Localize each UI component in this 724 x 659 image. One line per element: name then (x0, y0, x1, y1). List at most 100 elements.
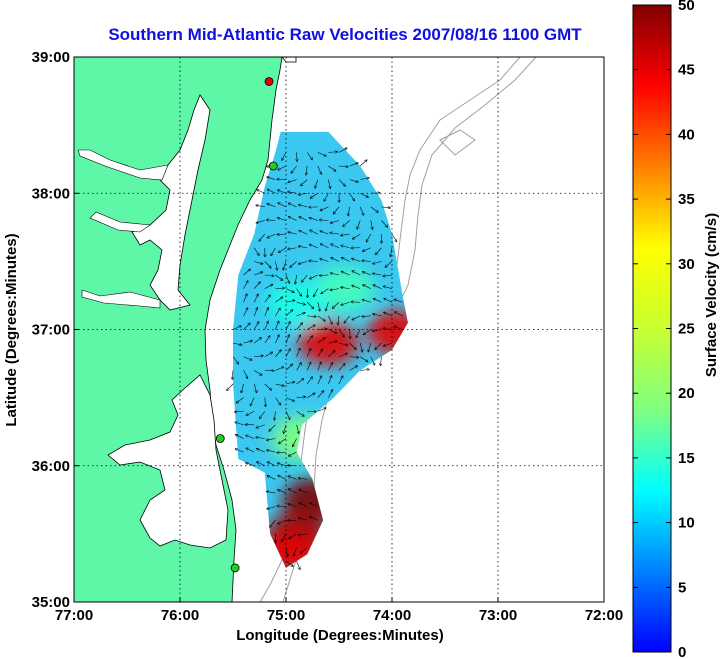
velocity-arrow (360, 369, 369, 370)
velocity-arrow (285, 310, 293, 317)
velocity-arrow (243, 323, 250, 330)
velocity-arrow (275, 383, 284, 386)
velocity-arrow (241, 383, 244, 393)
velocity-hotspot (314, 266, 375, 311)
x-tick-label: 77:00 (55, 607, 93, 624)
velocity-arrow (267, 506, 276, 509)
velocity-arrow (317, 391, 324, 398)
velocity-arrow (257, 190, 265, 194)
velocity-arrow (359, 343, 362, 352)
velocity-arrow (285, 382, 295, 385)
velocity-arrow (368, 343, 372, 352)
radar-site-marker (230, 563, 240, 573)
y-tick-label: 39:00 (32, 49, 70, 66)
velocity-arrow (232, 370, 233, 379)
velocity-arrow (250, 397, 255, 406)
velocity-arrow (279, 438, 287, 444)
velocity-arrow (256, 220, 265, 223)
velocity-arrow (338, 315, 339, 325)
velocity-arrow (363, 329, 371, 335)
velocity-arrow (295, 274, 296, 284)
velocity-arrow (278, 490, 287, 494)
radar-site-marker (268, 161, 278, 171)
x-tick-label: 74:00 (373, 607, 411, 624)
x-tick-label: 72:00 (585, 607, 623, 624)
velocity-arrow (246, 463, 255, 467)
y-tick-label: 37:00 (32, 322, 70, 339)
velocity-arrow (296, 301, 306, 304)
velocity-arrow (338, 342, 348, 345)
velocity-arrow (338, 166, 348, 167)
velocity-arrow (394, 326, 403, 330)
velocity-arrow (317, 338, 325, 344)
velocity-arrow (264, 295, 270, 303)
colorbar (632, 4, 672, 653)
velocity-arrow (253, 294, 258, 303)
velocity-arrow (266, 220, 276, 221)
velocity-arrow (296, 561, 300, 569)
velocity-arrow (275, 321, 278, 330)
velocity-arrow (362, 272, 371, 276)
velocity-arrow (320, 206, 329, 211)
velocity-arrow (264, 383, 272, 390)
velocity-arrow (298, 193, 308, 194)
velocity-arrow (299, 217, 308, 221)
velocity-arrow (232, 326, 241, 330)
velocity-arrow (296, 335, 301, 344)
velocity-arrow (333, 206, 340, 214)
velocity-arrow (349, 193, 355, 201)
velocity-arrow (285, 335, 289, 344)
velocity-arrow (256, 424, 265, 428)
velocity-arrow (317, 362, 321, 371)
velocity-vectors (227, 148, 403, 569)
velocity-arrow (288, 248, 297, 249)
velocity-arrow (331, 258, 340, 262)
velocity-arrow (296, 379, 304, 385)
velocity-arrow (264, 284, 273, 289)
x-tick-label: 75:00 (267, 607, 305, 624)
velocity-arrow (235, 411, 244, 412)
velocity-arrow (353, 233, 361, 239)
velocity-arrow (269, 424, 276, 431)
velocity-arrow (373, 261, 382, 263)
chart-title: Southern Mid-Atlantic Raw Velocities 200… (108, 25, 582, 44)
velocity-arrow (253, 308, 257, 316)
velocity-arrow (296, 397, 306, 398)
velocity-arrow (285, 322, 290, 330)
velocity-arrow (275, 261, 277, 270)
velocity-arrow (360, 178, 369, 180)
velocity-arrow (274, 411, 275, 420)
y-tick-label: 36:00 (32, 458, 70, 475)
velocity-arrow (259, 233, 266, 241)
radar-site-marker (215, 434, 225, 443)
delaware-bay (281, 57, 297, 63)
velocity-arrow (328, 351, 335, 357)
grid-lines (74, 57, 604, 602)
velocity-arrow (267, 491, 276, 493)
velocity-arrow (338, 376, 343, 385)
velocity-arrow (282, 533, 287, 542)
velocity-arrow (296, 410, 305, 416)
velocity-arrow (328, 362, 332, 371)
velocity-arrow (370, 220, 373, 230)
velocity-arrow (373, 285, 382, 289)
velocity-arrow (299, 503, 308, 507)
velocity-arrow (275, 335, 279, 344)
velocity-arrow (299, 231, 308, 235)
velocity-arrow (362, 261, 371, 262)
velocity-arrow (338, 148, 347, 153)
velocity-arrow (373, 273, 382, 275)
colorbar-tick-label: 10 (678, 515, 695, 532)
velocity-arrow (227, 383, 234, 390)
velocity-arrow (296, 288, 302, 296)
y-tick-label: 35:00 (32, 594, 70, 611)
velocity-arrow (253, 322, 259, 330)
velocity-arrow (298, 246, 308, 247)
x-tick-label: 73:00 (479, 607, 517, 624)
colorbar-tick-label: 15 (678, 450, 695, 467)
velocity-arrow (306, 152, 312, 159)
velocity-arrow (328, 329, 336, 334)
velocity-arrow (391, 233, 397, 242)
velocity-arrow (317, 376, 322, 385)
